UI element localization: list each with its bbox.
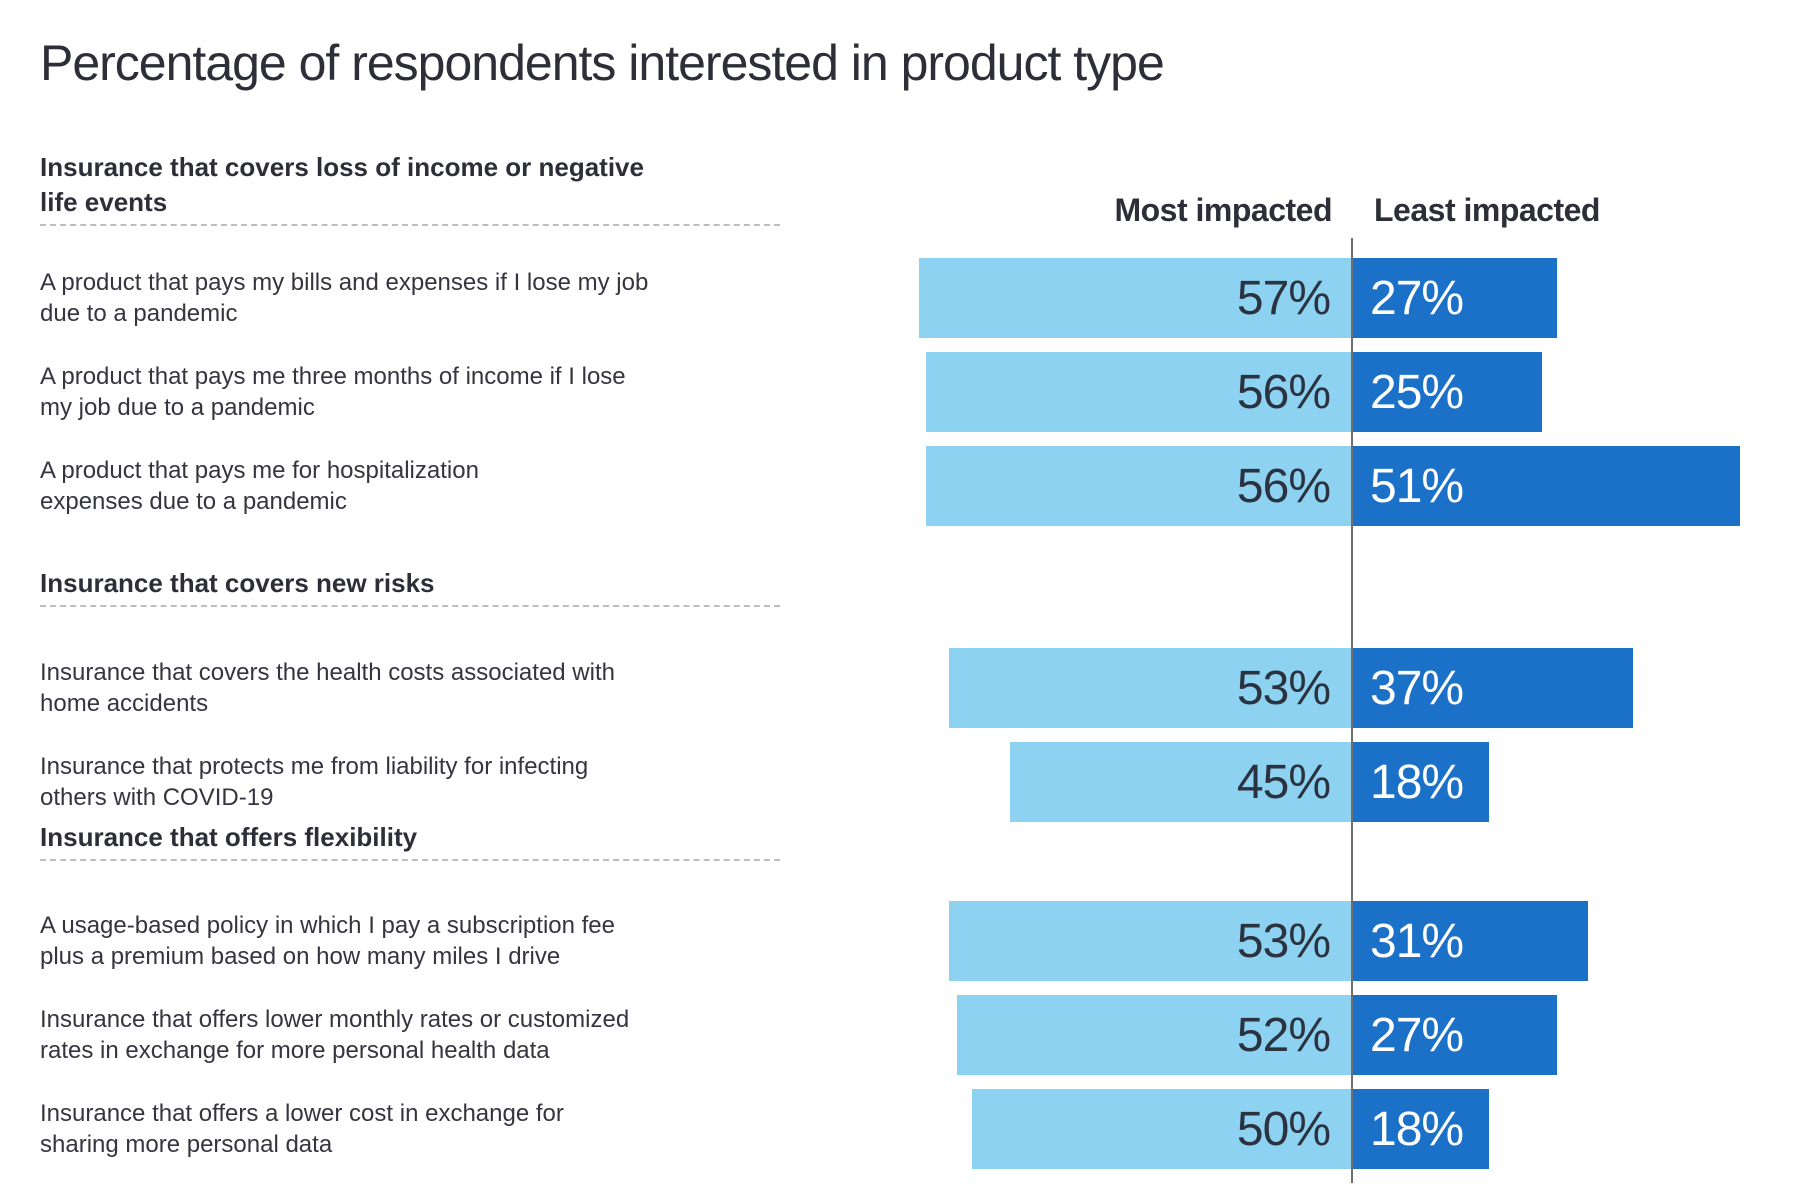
row-label: Insurance that offers lower monthly rate…: [40, 1006, 630, 1064]
bar-least-impacted: 27%: [1352, 995, 1557, 1075]
bar-value-most: 53%: [1236, 662, 1331, 715]
bar-least-impacted: 27%: [1352, 258, 1557, 338]
bar-value-most: 57%: [1236, 272, 1331, 325]
bar-least-impacted: 37%: [1352, 648, 1633, 728]
bar-value-most: 50%: [1236, 1103, 1331, 1156]
bar-value-least: 37%: [1370, 662, 1464, 715]
bar-value-least: 18%: [1370, 756, 1464, 809]
bar-value-least: 27%: [1370, 272, 1464, 325]
row-label: Insurance that covers the health costs a…: [40, 659, 615, 717]
bar-value-least: 31%: [1370, 915, 1464, 968]
bar-value-least: 25%: [1370, 366, 1464, 419]
bar-value-most: 53%: [1236, 915, 1331, 968]
bar-most-impacted: 53%: [949, 648, 1352, 728]
bar-least-impacted: 18%: [1352, 742, 1489, 822]
bar-least-impacted: 18%: [1352, 1089, 1489, 1169]
bar-value-most: 52%: [1236, 1009, 1331, 1062]
page-title: Percentage of respondents interested in …: [40, 35, 1165, 91]
group-header: Insurance that covers new risks: [40, 566, 780, 607]
group-header: Insurance that offers flexibility: [40, 820, 780, 861]
center-axis-line: [1351, 238, 1353, 1183]
bar-value-most: 56%: [1236, 460, 1331, 513]
bar-most-impacted: 53%: [949, 901, 1352, 981]
bar-most-impacted: 50%: [972, 1089, 1352, 1169]
bar-most-impacted: 45%: [1010, 742, 1352, 822]
column-header-least-impacted: Least impacted: [1374, 192, 1600, 228]
bar-value-most: 56%: [1236, 366, 1331, 419]
bar-most-impacted: 52%: [957, 995, 1352, 1075]
bar-most-impacted: 56%: [926, 352, 1352, 432]
row-label: Insurance that protects me from liabilit…: [40, 753, 589, 811]
bar-value-most: 45%: [1236, 756, 1331, 809]
row-label: A product that pays me three months of i…: [40, 363, 626, 421]
row-label: A product that pays me for hospitalizati…: [40, 457, 479, 515]
bar-value-least: 27%: [1370, 1009, 1464, 1062]
group-header: Insurance that covers loss of income or …: [40, 150, 780, 226]
bar-most-impacted: 57%: [919, 258, 1352, 338]
bar-value-least: 18%: [1370, 1103, 1464, 1156]
column-header-most-impacted: Most impacted: [1114, 192, 1332, 228]
bar-least-impacted: 25%: [1352, 352, 1542, 432]
bar-most-impacted: 56%: [926, 446, 1352, 526]
row-label: Insurance that offers a lower cost in ex…: [40, 1100, 564, 1158]
row-label: A product that pays my bills and expense…: [40, 269, 649, 327]
bar-least-impacted: 51%: [1352, 446, 1740, 526]
bar-least-impacted: 31%: [1352, 901, 1588, 981]
row-label: A usage-based policy in which I pay a su…: [40, 912, 616, 970]
bar-value-least: 51%: [1370, 460, 1464, 513]
